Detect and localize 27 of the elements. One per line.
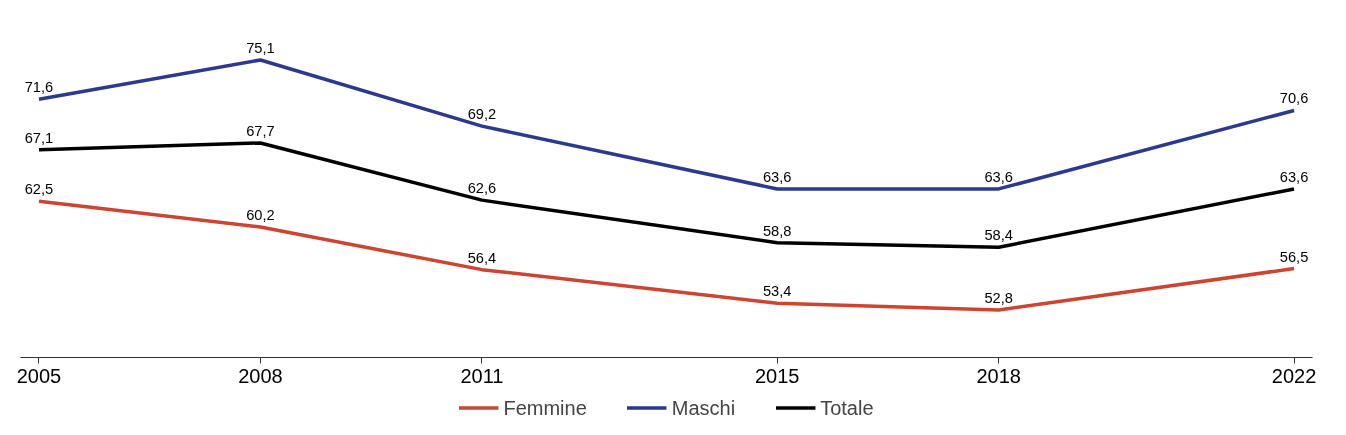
data-label: 60,2 bbox=[246, 207, 275, 224]
data-label: 75,1 bbox=[246, 40, 275, 56]
data-label: 62,6 bbox=[467, 180, 497, 197]
data-label: 63,6 bbox=[984, 168, 1013, 185]
legend-label: Femmine bbox=[503, 396, 587, 419]
x-tick-label: 2008 bbox=[238, 364, 283, 387]
data-label: 63,6 bbox=[1279, 168, 1309, 185]
data-label: 67,7 bbox=[246, 122, 275, 139]
x-tick-label: 2015 bbox=[755, 364, 800, 387]
data-label: 53,4 bbox=[762, 283, 792, 300]
x-tick-label: 2011 bbox=[460, 364, 504, 387]
x-tick-label: 2018 bbox=[976, 364, 1021, 387]
x-tick-label: 2005 bbox=[16, 364, 62, 387]
data-label: 62,5 bbox=[24, 181, 54, 198]
legend-label: Maschi bbox=[671, 396, 736, 419]
data-label: 56,4 bbox=[467, 249, 497, 266]
data-label: 52,8 bbox=[984, 290, 1013, 306]
data-label: 71,6 bbox=[24, 79, 54, 96]
data-label: 63,6 bbox=[762, 168, 792, 185]
data-label: 69,2 bbox=[467, 106, 497, 123]
data-label: 70,6 bbox=[1279, 90, 1309, 107]
x-tick-label: 2022 bbox=[1271, 364, 1317, 387]
data-label: 67,1 bbox=[24, 129, 54, 146]
data-label: 58,8 bbox=[762, 222, 792, 239]
legend-label: Totale bbox=[820, 396, 874, 419]
data-label: 58,4 bbox=[984, 227, 1013, 244]
data-label: 56,5 bbox=[1279, 248, 1309, 265]
